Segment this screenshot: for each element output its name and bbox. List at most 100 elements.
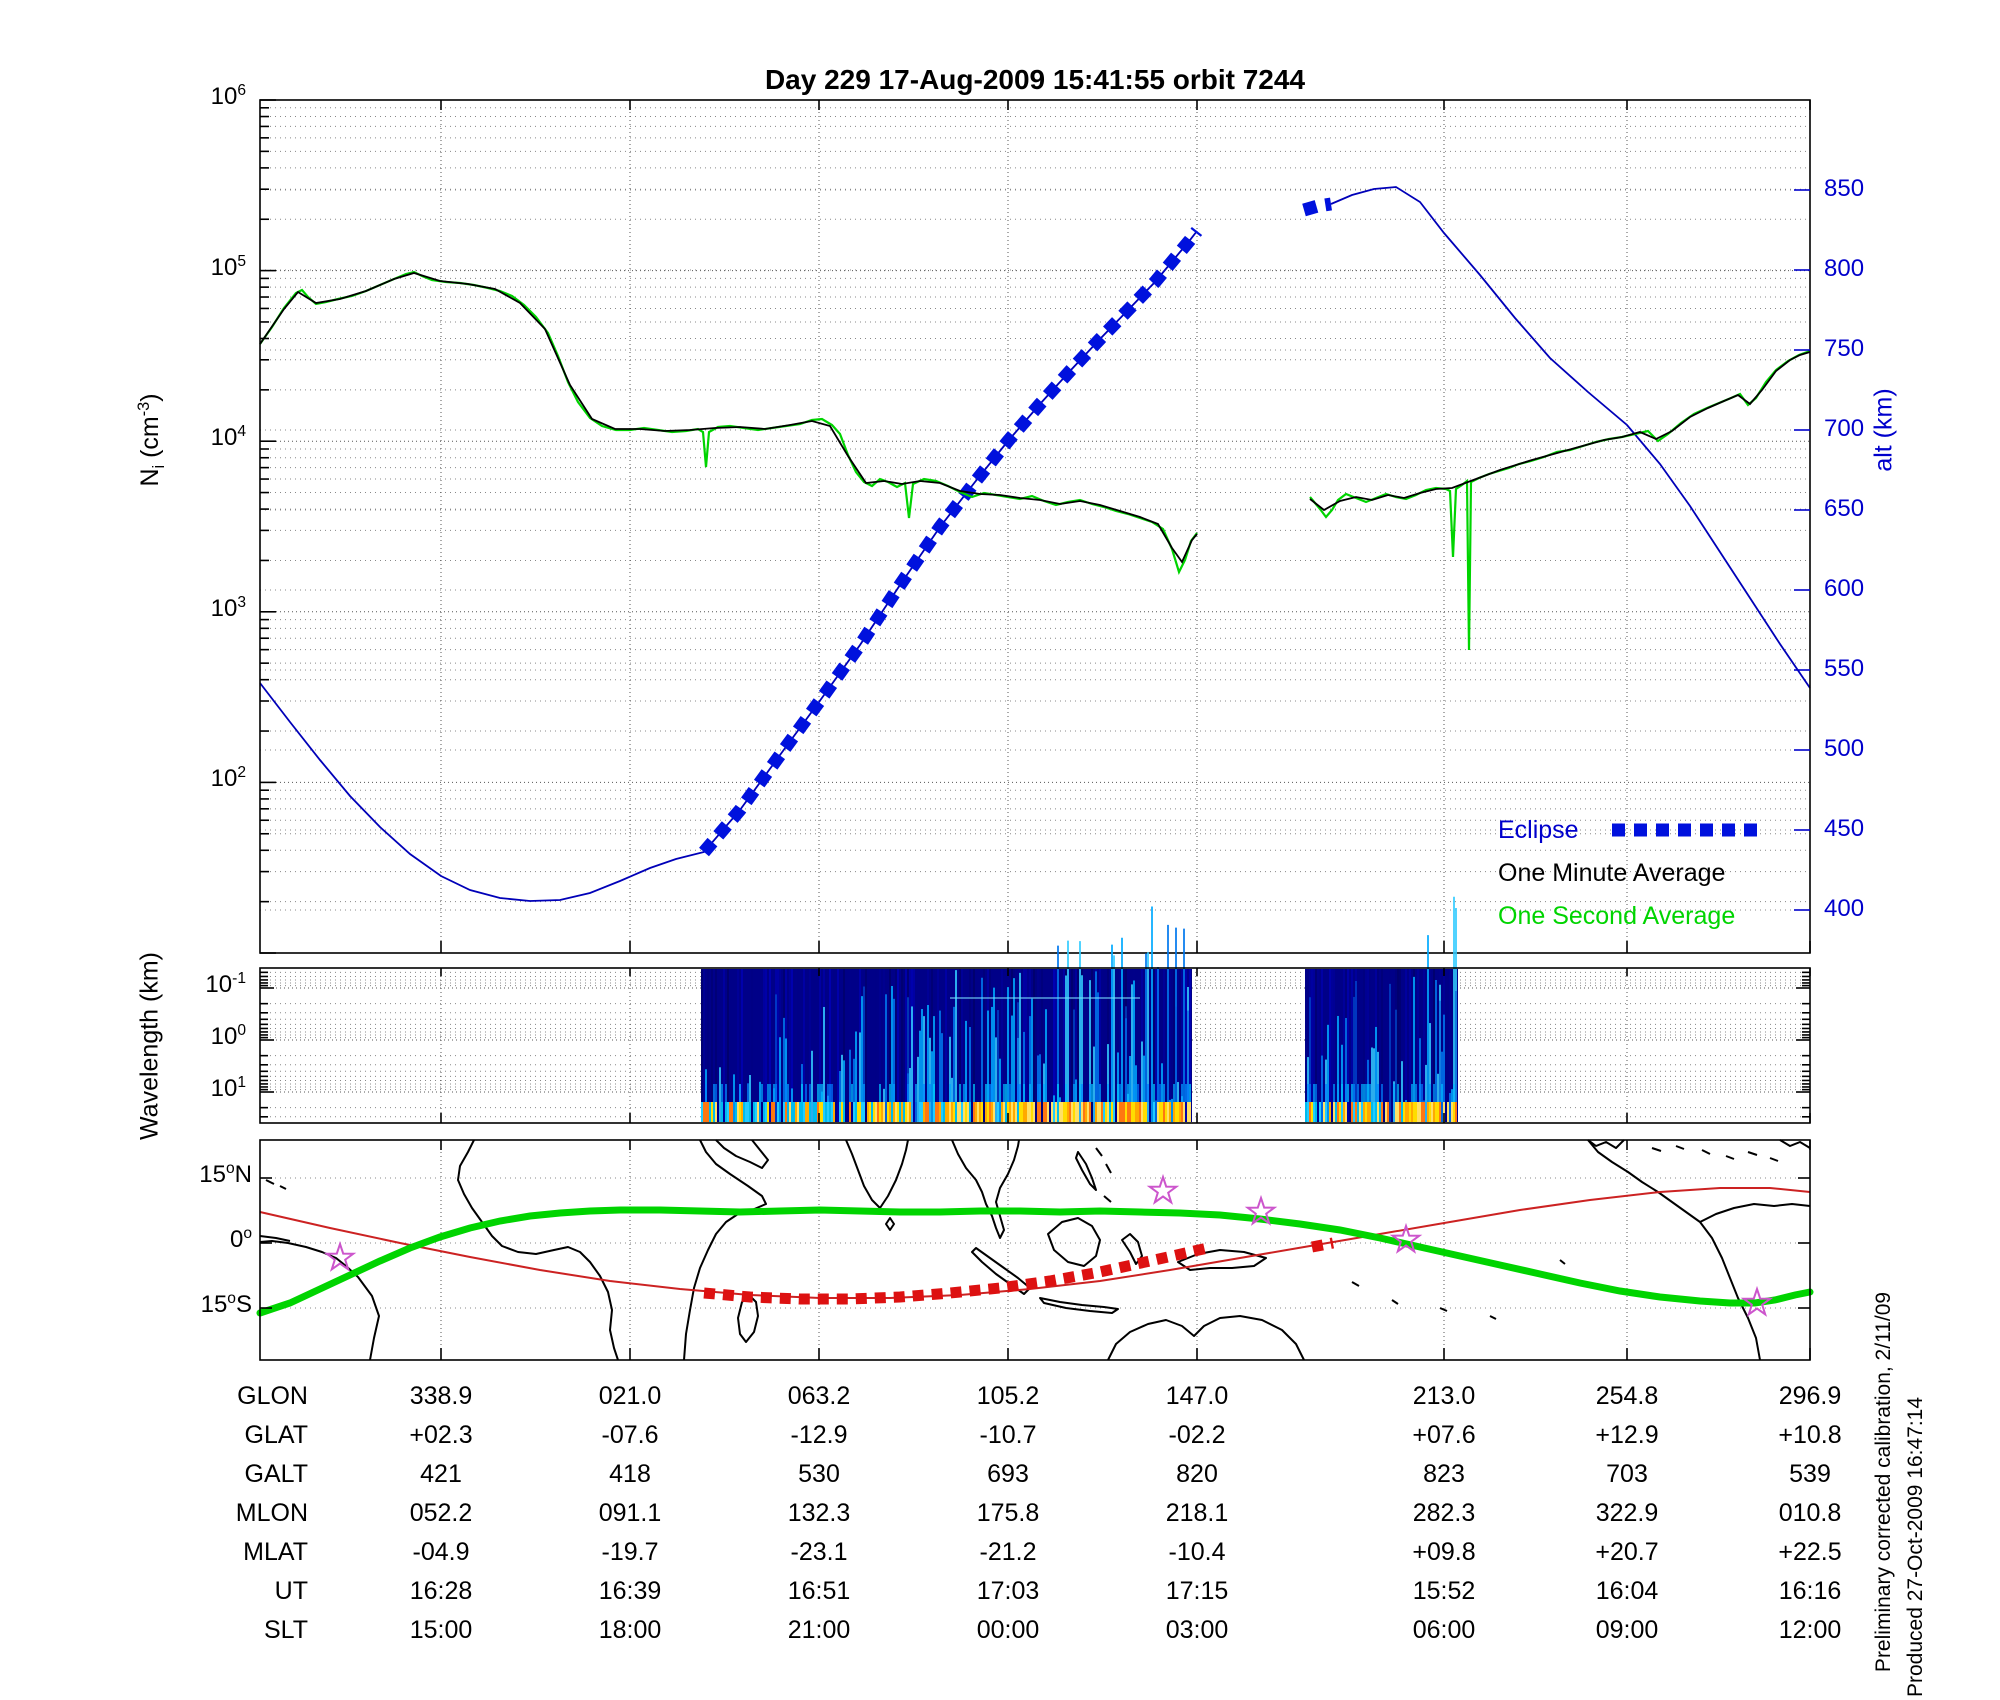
map-eclipse-track <box>703 1237 1335 1305</box>
table-cell: 16:04 <box>1595 1577 1659 1605</box>
table-cell: 00:00 <box>976 1616 1040 1644</box>
table-cell: 703 <box>1606 1460 1648 1488</box>
table-cell: -04.9 <box>412 1538 470 1566</box>
y-tick-label-density: 104 <box>210 423 246 452</box>
table-cell: 105.2 <box>976 1382 1040 1410</box>
table-cell: 823 <box>1423 1460 1465 1488</box>
density-panel-frame <box>259 99 1811 954</box>
table-cell: -02.2 <box>1168 1421 1226 1449</box>
y-tick-label-altitude: 650 <box>1824 495 1865 522</box>
map-ground-station-stars <box>323 1173 1774 1317</box>
table-cell: +02.3 <box>409 1421 473 1449</box>
table-row-label: MLAT <box>243 1538 308 1566</box>
table-row-label: GALT <box>244 1460 308 1488</box>
table-cell: +07.6 <box>1412 1421 1476 1449</box>
table-row-label: GLAT <box>244 1421 308 1449</box>
y-tick-label-altitude: 550 <box>1824 655 1865 682</box>
y-tick-label-altitude: 450 <box>1824 815 1865 842</box>
legend-label-one-second-average: One Second Average <box>1498 902 1736 930</box>
spectrogram-blocks <box>701 896 1458 1122</box>
table-cell: 418 <box>609 1460 651 1488</box>
table-cell: 539 <box>1789 1460 1831 1488</box>
density-panel-grid <box>260 100 1811 953</box>
map-lat-label: 0o <box>229 1225 252 1253</box>
table-cell: 091.1 <box>598 1499 662 1527</box>
y-tick-label-wavelength: 100 <box>210 1022 246 1050</box>
table-cell: 16:51 <box>787 1577 851 1605</box>
table-row-label: UT <box>274 1577 308 1605</box>
table-cell: -12.9 <box>790 1421 848 1449</box>
table-cell: 052.2 <box>409 1499 473 1527</box>
wavelength-panel-frame <box>259 967 1811 1124</box>
table-cell: +22.5 <box>1778 1538 1842 1566</box>
table-row-label: GLON <box>237 1382 308 1410</box>
table-cell: +20.7 <box>1595 1538 1659 1566</box>
legend-label-eclipse: Eclipse <box>1498 816 1579 844</box>
y-tick-label-density: 106 <box>210 82 246 110</box>
y-tick-label-altitude: 500 <box>1824 735 1865 762</box>
table-cell: 09:00 <box>1595 1616 1659 1644</box>
table-cell: 010.8 <box>1778 1499 1842 1527</box>
table-cell: 21:00 <box>787 1616 851 1644</box>
map-coastlines <box>259 1139 1811 1361</box>
map-grid <box>260 1140 1811 1360</box>
eclipse-dashed-curve <box>699 197 1332 857</box>
table-cell: -19.7 <box>601 1538 659 1566</box>
table-cell: 322.9 <box>1595 1499 1659 1527</box>
map-lat-label: 15oS <box>200 1290 252 1318</box>
table-row-label: MLON <box>235 1499 308 1527</box>
table-cell: +09.8 <box>1412 1538 1476 1566</box>
table-cell: 338.9 <box>409 1382 473 1410</box>
table-cell: 175.8 <box>976 1499 1040 1527</box>
table-cell: 063.2 <box>787 1382 851 1410</box>
table-cell: 421 <box>420 1460 462 1488</box>
table-cell: 16:28 <box>409 1577 473 1605</box>
table-cell: 296.9 <box>1778 1382 1842 1410</box>
table-cell: 12:00 <box>1778 1616 1842 1644</box>
table-cell: 17:15 <box>1165 1577 1229 1605</box>
table-cell: -10.4 <box>1168 1538 1226 1566</box>
y-tick-label-density: 103 <box>210 593 246 622</box>
y-tick-label-altitude: 600 <box>1824 575 1865 602</box>
table-cell: 17:03 <box>976 1577 1040 1605</box>
y-tick-label-altitude: 750 <box>1824 335 1865 362</box>
table-cell: +12.9 <box>1595 1421 1659 1449</box>
one-minute-average-curve <box>259 272 1811 564</box>
table-cell: 15:00 <box>409 1616 473 1644</box>
table-cell: -07.6 <box>601 1421 659 1449</box>
table-cell: 213.0 <box>1412 1382 1476 1410</box>
annotation-produced: Produced 27-Oct-2009 16:47:14 <box>1904 1396 1927 1698</box>
table-cell: 021.0 <box>598 1382 662 1410</box>
y-tick-label-altitude: 700 <box>1824 415 1865 442</box>
y-axis-label-altitude: alt (km) <box>1869 388 1898 472</box>
y-tick-label-wavelength: 101 <box>210 1074 246 1102</box>
table-cell: 16:16 <box>1778 1577 1842 1605</box>
table-cell: 15:52 <box>1412 1577 1476 1605</box>
map-frame <box>259 1139 1811 1361</box>
legend-label-one-minute-average: One Minute Average <box>1498 859 1726 887</box>
table-cell: 06:00 <box>1412 1616 1476 1644</box>
map-mag-equator <box>259 1187 1811 1299</box>
plot-title: Day 229 17-Aug-2009 15:41:55 orbit 7244 <box>764 64 1306 95</box>
table-cell: 693 <box>987 1460 1029 1488</box>
table-cell: 282.3 <box>1412 1499 1476 1527</box>
altitude-curve <box>259 186 1811 902</box>
one-second-average-curve <box>259 270 1811 651</box>
map-ground-track <box>256 1206 1814 1317</box>
y-tick-label-altitude: 400 <box>1824 895 1865 922</box>
table-cell: 132.3 <box>787 1499 851 1527</box>
table-cell: 18:00 <box>598 1616 662 1644</box>
table-cell: +10.8 <box>1778 1421 1842 1449</box>
table-cell: 218.1 <box>1165 1499 1229 1527</box>
table-cell: 254.8 <box>1595 1382 1659 1410</box>
table-row-label: SLT <box>264 1616 308 1644</box>
table-cell: 530 <box>798 1460 840 1488</box>
y-tick-label-density: 102 <box>210 764 246 793</box>
y-tick-label-wavelength: 10-1 <box>205 970 246 998</box>
map-lat-label: 15oN <box>199 1160 252 1188</box>
table-cell: 03:00 <box>1165 1616 1229 1644</box>
y-tick-label-density: 105 <box>210 252 246 281</box>
table-cell: 820 <box>1176 1460 1218 1488</box>
